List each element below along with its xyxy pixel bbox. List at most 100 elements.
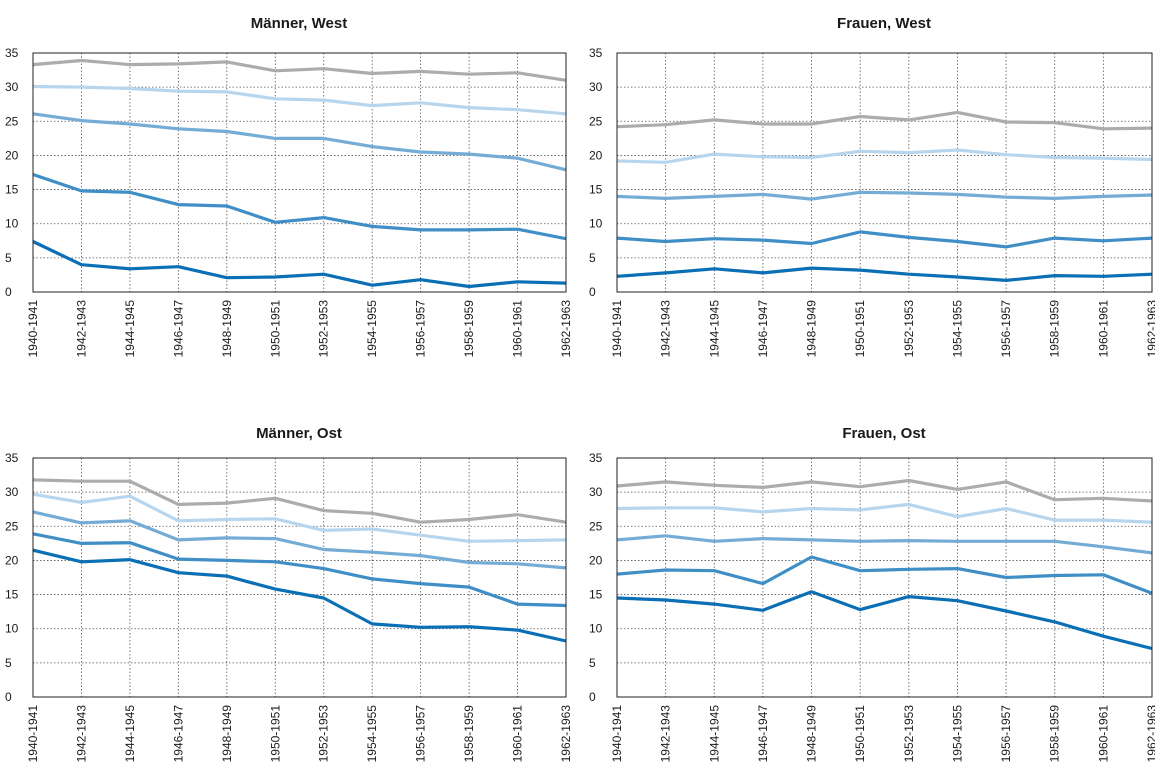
y-tick-label: 35 [5,46,19,60]
y-tick-label: 20 [5,553,19,567]
x-tick-label: 1948-1949 [805,300,819,358]
y-tick-label: 35 [5,451,19,465]
y-tick-label: 35 [589,46,603,60]
plot-frame [32,457,567,698]
series-line-1 [616,590,1153,651]
series-line-1 [616,266,1153,282]
chart-title: Frauen, Ost [842,425,925,442]
x-tick-label: 1954-1955 [950,300,964,358]
x-tick-label: 1944-1945 [707,300,721,358]
x-tick-label: 1956-1957 [999,300,1013,358]
y-tick-label: 10 [5,217,19,231]
x-tick-label: 1958-1959 [462,705,476,763]
x-tick-label: 1944-1945 [123,705,137,763]
y-tick-label: 30 [589,485,603,499]
x-tick-label: 1960-1961 [1096,705,1110,763]
x-tick-label: 1946-1947 [756,300,770,358]
x-tick-label: 1954-1955 [950,705,964,763]
series-line-5 [32,58,567,82]
series-line-4 [32,84,567,116]
series-line-3 [32,510,567,570]
y-tick-label: 25 [589,519,603,533]
x-tick-label: 1946-1947 [171,300,185,358]
y-tick-label: 30 [589,80,603,94]
chart-panel-1: Männer, West 0 5 10 15 20 25 30 35 1940-1941 1942-… [5,15,573,357]
series-line-3 [616,534,1153,555]
y-tick-label: 10 [589,622,603,636]
x-tick-label: 1954-1955 [365,300,379,358]
x-tick-label: 1952-1953 [902,300,916,358]
x-tick-label: 1950-1951 [268,300,282,358]
chart-panel-4: Frauen, Ost 0 5 10 15 20 25 30 35 1940-1941 1942-1… [589,425,1155,762]
y-tick-label: 5 [589,656,596,670]
y-tick-label: 10 [5,622,19,636]
x-tick-label: 1940-1941 [610,300,624,358]
x-tick-label: 1956-1957 [414,300,428,358]
series-line-1 [32,240,567,289]
x-tick-label: 1950-1951 [853,705,867,763]
chart-title: Frauen, West [837,15,931,32]
x-tick-label: 1962-1963 [559,300,573,358]
y-tick-label: 0 [5,285,12,299]
y-tick-label: 30 [5,485,19,499]
x-tick-label: 1948-1949 [220,705,234,763]
series-line-2 [616,230,1153,249]
y-tick-label: 5 [589,251,596,265]
y-tick-label: 25 [5,114,19,128]
x-tick-label: 1942-1943 [659,705,673,763]
y-tick-label: 35 [589,451,603,465]
series-line-3 [616,190,1153,201]
x-tick-label: 1962-1963 [1145,705,1155,763]
x-tick-label: 1952-1953 [317,705,331,763]
series-line-4 [32,492,567,543]
series-line-5 [616,110,1153,131]
plot-frame [616,52,1153,293]
x-tick-label: 1942-1943 [659,300,673,358]
series-line-1 [32,548,567,643]
x-tick-label: 1960-1961 [511,300,525,358]
series-line-5 [616,478,1153,503]
y-tick-label: 25 [589,114,603,128]
x-tick-label: 1958-1959 [1048,705,1062,763]
series-line-3 [32,112,567,172]
x-tick-label: 1948-1949 [220,300,234,358]
x-tick-label: 1946-1947 [171,705,185,763]
y-tick-label: 5 [5,656,12,670]
x-tick-label: 1962-1963 [559,705,573,763]
y-tick-label: 15 [5,588,19,602]
x-tick-label: 1940-1941 [610,705,624,763]
chart-title: Männer, Ost [256,425,342,442]
y-tick-label: 5 [5,251,12,265]
x-tick-label: 1948-1949 [805,705,819,763]
x-tick-label: 1944-1945 [123,300,137,358]
chart-title: Männer, West [251,15,347,32]
series-line-2 [616,555,1153,595]
x-tick-label: 1942-1943 [74,300,88,358]
y-tick-label: 15 [589,183,603,197]
plot-frame [32,52,567,293]
x-tick-label: 1958-1959 [1048,300,1062,358]
y-tick-label: 0 [589,690,596,704]
x-tick-label: 1944-1945 [707,705,721,763]
x-tick-label: 1950-1951 [853,300,867,358]
y-tick-label: 15 [5,183,19,197]
x-tick-label: 1960-1961 [511,705,525,763]
x-tick-label: 1960-1961 [1096,300,1110,358]
series-line-2 [32,532,567,608]
series-line-2 [32,172,567,241]
y-tick-label: 0 [589,285,596,299]
x-tick-label: 1954-1955 [365,705,379,763]
y-tick-label: 20 [589,148,603,162]
x-tick-label: 1946-1947 [756,705,770,763]
x-tick-label: 1940-1941 [26,300,40,358]
series-line-4 [616,148,1153,164]
x-tick-label: 1952-1953 [902,705,916,763]
y-tick-label: 20 [589,553,603,567]
chart-panel-2: Frauen, West 0 5 10 15 20 25 30 35 1940-1941 1942-… [589,15,1155,357]
y-tick-label: 30 [5,80,19,94]
x-tick-label: 1942-1943 [74,705,88,763]
chart-panel-3: Männer, Ost 0 5 10 15 20 25 30 35 1940-1941 1942-1… [5,425,573,762]
y-tick-label: 10 [589,217,603,231]
